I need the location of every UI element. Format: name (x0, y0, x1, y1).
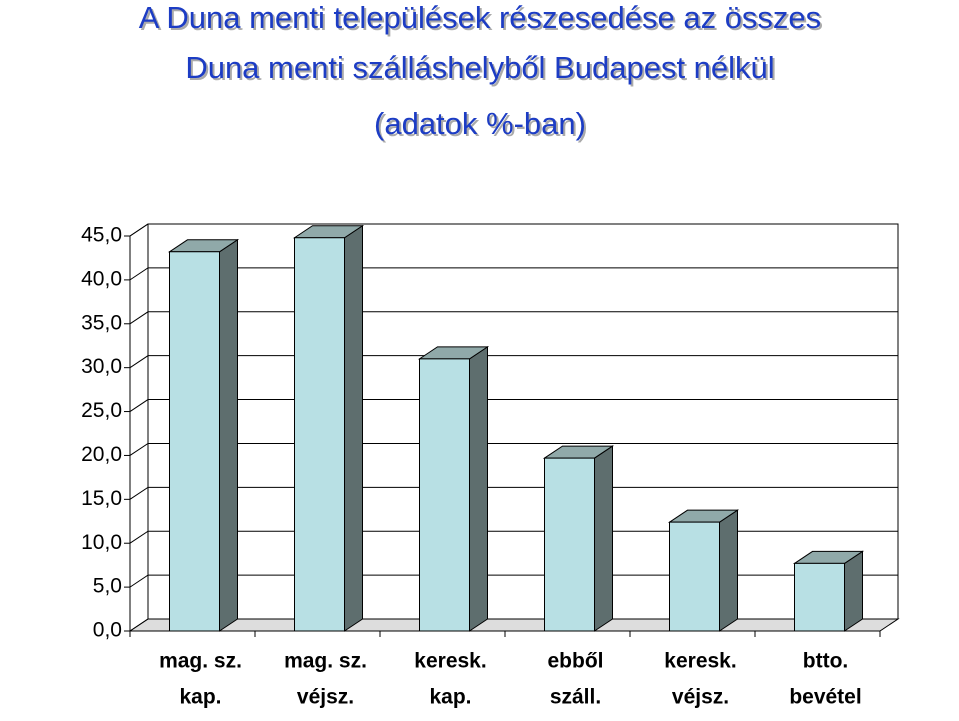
bar-side (844, 550, 863, 632)
chart-title: Duna menti szálláshelyből Budapest nélkü… (185, 50, 774, 85)
back-wall (129, 223, 899, 619)
floor (128, 618, 900, 632)
x-tick-label: ebből (548, 650, 604, 673)
bar (417, 345, 490, 632)
bar-side (219, 238, 238, 632)
bar (292, 224, 365, 632)
title-shadow: A Duna menti települések részesedése az … (141, 2, 823, 37)
grid-line (129, 530, 898, 544)
bar (792, 550, 865, 632)
bar-front (169, 251, 220, 632)
y-tick-label: 20,0 (81, 443, 122, 466)
grid-line (129, 618, 898, 632)
x-tick-label: btto. (803, 650, 848, 673)
bar-front (544, 457, 595, 632)
bar-side (594, 445, 613, 632)
x-tick-label: mag. sz. (159, 650, 242, 673)
grid-line (129, 223, 898, 237)
chart-title: (adatok %-ban) (374, 106, 586, 141)
title-shadow: (adatok %-ban) (376, 108, 588, 143)
grid-line (129, 355, 898, 369)
bar-front (419, 358, 470, 632)
x-tick-label: keresk. (414, 650, 486, 673)
x-tick-label: bevétel (789, 686, 861, 709)
grid-line (129, 311, 898, 325)
title-shadow: Duna menti szálláshelyből Budapest nélkü… (187, 52, 776, 87)
bar-side (469, 345, 488, 632)
grid-line (129, 267, 898, 281)
x-tick-label: kap. (429, 686, 471, 709)
bar-side (344, 224, 363, 632)
y-tick-label: 40,0 (81, 267, 122, 290)
bar (542, 445, 615, 632)
bar-front (794, 562, 845, 632)
x-tick-label: kap. (179, 686, 221, 709)
x-tick-label: keresk. (664, 650, 736, 673)
grid-line (129, 399, 898, 412)
bar-front (294, 237, 345, 632)
bar (667, 509, 740, 632)
bar-front (669, 521, 720, 632)
x-tick-label: mag. sz. (284, 650, 367, 673)
chart-title: A Duna menti települések részesedése az … (139, 0, 821, 35)
y-tick-label: 5,0 (93, 575, 122, 598)
y-tick-label: 45,0 (81, 224, 122, 247)
x-tick-label: véjsz. (672, 686, 729, 709)
y-tick-label: 30,0 (81, 355, 122, 378)
x-tick-label: száll. (550, 686, 601, 709)
grid-line (129, 442, 898, 456)
bar (167, 238, 240, 632)
x-tick-label: véjsz. (297, 686, 354, 709)
y-tick-label: 25,0 (81, 399, 122, 422)
y-tick-label: 15,0 (81, 487, 122, 510)
grid-line (129, 486, 898, 500)
grid-line (129, 574, 898, 588)
bar-side (719, 509, 738, 632)
y-tick-label: 10,0 (81, 531, 122, 554)
y-tick-label: 0,0 (93, 619, 122, 642)
y-tick-label: 35,0 (81, 311, 122, 334)
